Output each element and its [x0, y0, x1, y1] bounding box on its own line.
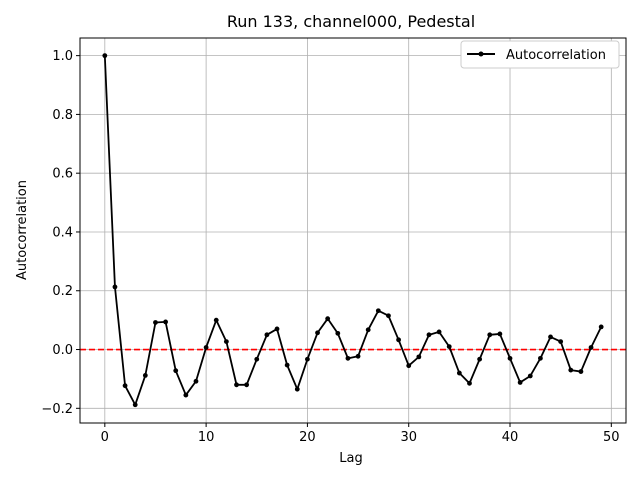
plot-area-frame: [79, 37, 627, 424]
chart-title: Run 133, channel000, Pedestal: [227, 12, 475, 31]
data-point: [548, 334, 553, 340]
x-tick-label: 10: [198, 430, 215, 445]
data-point: [244, 382, 250, 388]
data-point: [203, 345, 209, 350]
x-tick-label: 0: [101, 430, 109, 445]
y-tick-label: 0.0: [52, 343, 73, 358]
data-point: [345, 355, 351, 361]
data-point: [517, 380, 523, 385]
data-point: [223, 339, 229, 344]
data-point: [446, 344, 452, 349]
data-point: [173, 368, 179, 374]
data-point: [315, 330, 320, 336]
y-tick-label: 0.4: [52, 225, 73, 240]
data-point: [598, 324, 604, 330]
series-line: [103, 55, 602, 406]
x-tick-label: 40: [502, 430, 519, 445]
x-tick-label: 50: [603, 430, 620, 445]
y-axis-label: Autocorrelation: [15, 180, 30, 280]
ticks: 0 10 20 30 40 50 −0.2 0.0 0.2 0.4 0.6 0.8 1.0: [41, 49, 619, 445]
y-tick-label: 1.0: [52, 49, 73, 64]
y-tick-label: 0.6: [52, 167, 73, 182]
data-point: [568, 367, 574, 373]
data-point: [436, 329, 442, 335]
data-point: [193, 378, 199, 384]
data-point: [153, 320, 158, 325]
data-point: [558, 339, 564, 344]
data-point: [102, 53, 108, 59]
data-point: [335, 330, 341, 336]
data-point: [132, 402, 138, 408]
data-point: [234, 382, 239, 388]
data-point: [386, 313, 391, 319]
data-point: [538, 355, 543, 361]
data-point: [213, 317, 219, 323]
data-point: [477, 356, 483, 362]
data-point: [264, 332, 270, 338]
data-point: [426, 332, 432, 338]
data-point: [163, 319, 168, 325]
legend-series-label: Autocorrelation: [506, 48, 606, 63]
legend-series-marker: [478, 51, 484, 57]
data-point: [497, 331, 503, 337]
data-point: [294, 386, 300, 392]
data-point: [142, 372, 148, 378]
data-point: [183, 392, 189, 398]
series-layer: [102, 53, 604, 408]
data-point: [487, 332, 493, 338]
y-tick-label: 0.8: [52, 108, 73, 123]
data-point: [254, 356, 260, 362]
data-point: [112, 284, 118, 290]
data-point: [284, 362, 290, 368]
data-point: [122, 383, 128, 389]
x-tick-label: 20: [299, 430, 316, 445]
data-point: [456, 370, 462, 376]
data-point: [365, 327, 371, 333]
data-point: [467, 380, 472, 386]
data-point: [527, 373, 533, 379]
data-point: [396, 337, 401, 343]
data-point: [416, 354, 422, 360]
y-tick-label: −0.2: [41, 402, 73, 417]
data-point: [507, 355, 513, 361]
data-point: [325, 316, 331, 322]
y-tick-label: 0.2: [52, 284, 73, 299]
data-point: [355, 353, 361, 359]
data-point: [375, 308, 381, 314]
data-point: [406, 363, 412, 369]
legend: Autocorrelation: [460, 40, 620, 69]
x-axis-label: Lag: [339, 451, 362, 466]
data-point: [578, 369, 584, 374]
data-point: [305, 356, 310, 362]
x-tick-label: 30: [400, 430, 417, 445]
data-point: [274, 326, 280, 332]
data-point: [588, 345, 594, 350]
legend-box: [460, 40, 620, 69]
